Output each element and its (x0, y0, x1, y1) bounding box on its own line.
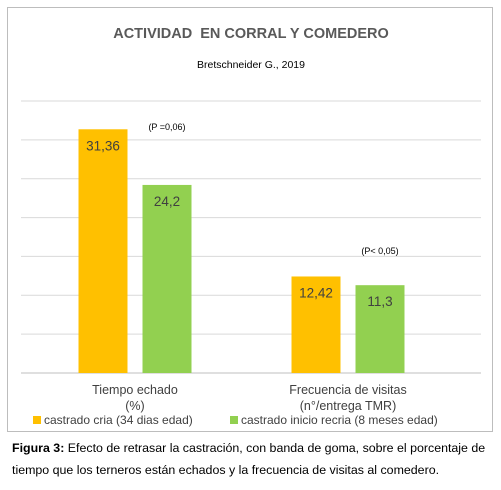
bars (78, 129, 405, 373)
chart-subtitle: Bretschneider G., 2019 (197, 59, 305, 71)
caption-text: Efecto de retrasar la castración, con ba… (12, 441, 486, 477)
legend-label: castrado inicio recria (8 meses edad) (241, 413, 438, 427)
x-tick-label: (%) (125, 399, 144, 413)
chart-frame: ACTIVIDAD EN CORRAL Y COMEDERO Bretschne… (7, 7, 493, 432)
data-labels: 31,36 12,42 24,2 11,3 (P =0,06) (P< 0,05) (86, 122, 399, 309)
data-label: 24,2 (154, 194, 180, 209)
x-axis-categories: Tiempo echado (%) Frecuencia de visitas (n°… (92, 383, 407, 413)
figure-caption: Figura 3: Efecto de retrasar la castraci… (12, 437, 492, 481)
caption-label: Figura 3: (12, 441, 65, 455)
bar (355, 285, 405, 373)
bar (142, 184, 192, 373)
data-label: 11,3 (367, 294, 392, 309)
x-tick-label: (n°/entrega TMR) (300, 399, 396, 413)
legend: castrado cria (34 dias edad) castrado ini… (33, 413, 438, 427)
bar (78, 129, 128, 373)
data-label: 12,42 (299, 285, 333, 300)
chart: ACTIVIDAD EN CORRAL Y COMEDERO Bretschne… (21, 26, 481, 427)
legend-swatch (230, 416, 238, 424)
x-tick-label: Frecuencia de visitas (289, 383, 406, 397)
annotation: (P =0,06) (148, 122, 185, 132)
annotation: (P< 0,05) (361, 246, 398, 256)
x-tick-label: Tiempo echado (92, 383, 178, 397)
legend-swatch (33, 416, 41, 424)
legend-label: castrado cria (34 dias edad) (44, 413, 193, 427)
data-label: 31,36 (86, 138, 120, 153)
bar (291, 276, 341, 373)
chart-title: ACTIVIDAD EN CORRAL Y COMEDERO (113, 26, 389, 42)
